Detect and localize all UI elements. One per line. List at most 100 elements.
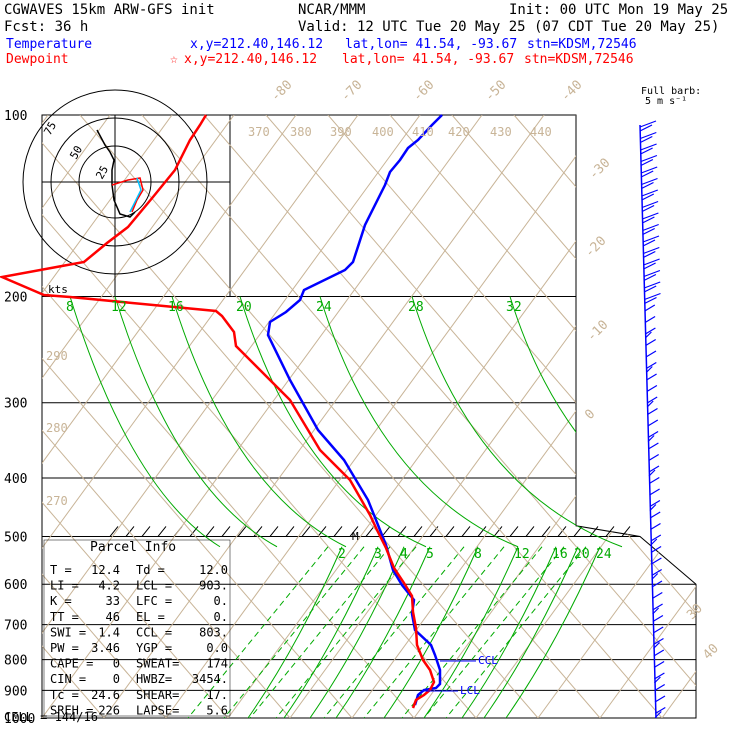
isotherm-line (537, 115, 696, 718)
isotherm-line (42, 115, 173, 718)
isotherm-label: -60 (410, 78, 437, 105)
wind-barb-flag (640, 158, 654, 167)
parcel-row-value: 0.0 (206, 641, 228, 655)
isotherm-label: 0 (582, 407, 598, 423)
wind-barb (641, 189, 659, 197)
parcel-row-label: SWI = (50, 625, 86, 639)
parcel-row-value: 5.6 (206, 703, 228, 717)
theta-label: 280 (46, 421, 68, 435)
moist-adiabat (505, 546, 601, 718)
wind-barb (645, 327, 656, 335)
parcel-row-value: 24.6 (91, 688, 120, 702)
center-title: NCAR/MMM (298, 2, 365, 18)
moist-adiabat (423, 546, 519, 718)
isotherm-line (165, 115, 607, 718)
pressure-label: 700 (4, 619, 27, 634)
mixing-ratio-label: 24 (596, 547, 612, 562)
dry-adiabat-line (700, 115, 740, 718)
cell-value: CELL = 144/16 (4, 710, 98, 724)
wind-barb (646, 384, 658, 393)
diagram-grid (41, 114, 697, 719)
hodograph-ring-label: 50 (67, 144, 85, 162)
mixing-ratio-label: 8 (66, 300, 74, 315)
parcel-row-label: PW = (50, 641, 79, 655)
pressure-label: 900 (4, 684, 27, 699)
wind-barb (651, 557, 662, 565)
wind-barb (643, 246, 660, 255)
dewpoint-xy: x,y=212.40,146.12 (184, 52, 317, 67)
dry-adiabat-line (327, 115, 696, 718)
hatch-mark (333, 526, 343, 537)
mixing-ratio-label: 16 (168, 300, 184, 315)
wind-barb (653, 660, 665, 669)
mixing-ratio-dashed (323, 546, 465, 718)
parcel-row-value: 0 (113, 657, 120, 671)
isotherm-line (42, 115, 421, 718)
mixing-ratio-label: 16 (552, 547, 568, 562)
hatch-mark (461, 526, 471, 537)
pressure-label: 200 (4, 291, 27, 306)
wind-barb (649, 511, 661, 519)
wind-barb (652, 603, 663, 611)
hatch-mark (477, 526, 487, 537)
mixing-ratio-line (69, 296, 221, 548)
mixing-ratio-line (411, 296, 623, 548)
hatch-mark (365, 526, 375, 537)
wind-barb (647, 430, 659, 439)
hatch-mark (445, 526, 455, 537)
parcel-row-label: Tc = (50, 688, 79, 702)
hatch-mark (413, 526, 423, 537)
parcel-row-label: SREH = (50, 703, 93, 717)
wind-barb (652, 614, 664, 623)
mixing-ratio-line (114, 296, 278, 548)
wind-barb (645, 350, 657, 358)
hatch-mark (349, 526, 359, 537)
parcel-row-label: HWBZ= (136, 672, 172, 686)
hodograph-ring-label: 75 (41, 120, 59, 138)
wind-barb-flag (641, 181, 654, 190)
parcel-row-label: LCL = (136, 579, 172, 593)
mixing-ratio-line (319, 296, 519, 548)
parcel-row-value: 0. (214, 594, 228, 608)
dry-adiabat-line (42, 115, 415, 718)
mixing-ratio-label: 12 (111, 300, 127, 315)
barb-units-label: 5 m s⁻¹ (645, 96, 687, 107)
parcel-row-value: 4.2 (98, 579, 120, 593)
hatch-mark (221, 526, 231, 537)
parcel-row-label: K = (50, 594, 72, 608)
hatch-mark (429, 526, 439, 537)
isotherm-label: -50 (482, 78, 509, 105)
hatch-mark (125, 526, 135, 537)
mixing-ratio-label: 2 (338, 547, 346, 562)
dry-adiabat-line (141, 115, 663, 718)
hodograph-trace (96, 129, 136, 218)
wind-barb (645, 338, 657, 347)
pressure-label: 300 (4, 397, 27, 412)
isotherm-label: -80 (268, 78, 295, 105)
wind-barb (654, 683, 666, 692)
model-title: CGWAVES 15km ARW-GFS init (4, 2, 215, 18)
wind-barb (645, 361, 657, 370)
wind-barb (650, 522, 661, 531)
dry-adiabat-line (265, 115, 696, 718)
parcel-table: T = 12.4 Td = 12.0 LI = 4.2 LCL = 903. K = 33 LFC … (43, 539, 231, 717)
isotherm-label: -40 (558, 78, 585, 105)
wind-barb (654, 695, 666, 703)
wind-barb (649, 499, 661, 508)
moist-adiabat (483, 546, 579, 718)
wind-barb-flag (642, 227, 655, 236)
hatch-mark (317, 526, 327, 537)
hodograph-trace-cyan (129, 177, 142, 213)
wind-barb-flag (653, 676, 661, 684)
mixing-ratio-line (239, 296, 427, 548)
dry-adiabat-line (42, 115, 229, 718)
dewpoint-profile (0, 114, 436, 709)
theta-e-label: 430 (490, 125, 512, 139)
hatch-mark (157, 526, 167, 537)
moist-adiabat (309, 546, 405, 718)
wind-barb-flag (645, 366, 653, 373)
mixing-ratio-dashed (363, 546, 505, 718)
wind-barb-flag (641, 204, 655, 213)
parcel-row-label: YGP = (136, 641, 172, 655)
